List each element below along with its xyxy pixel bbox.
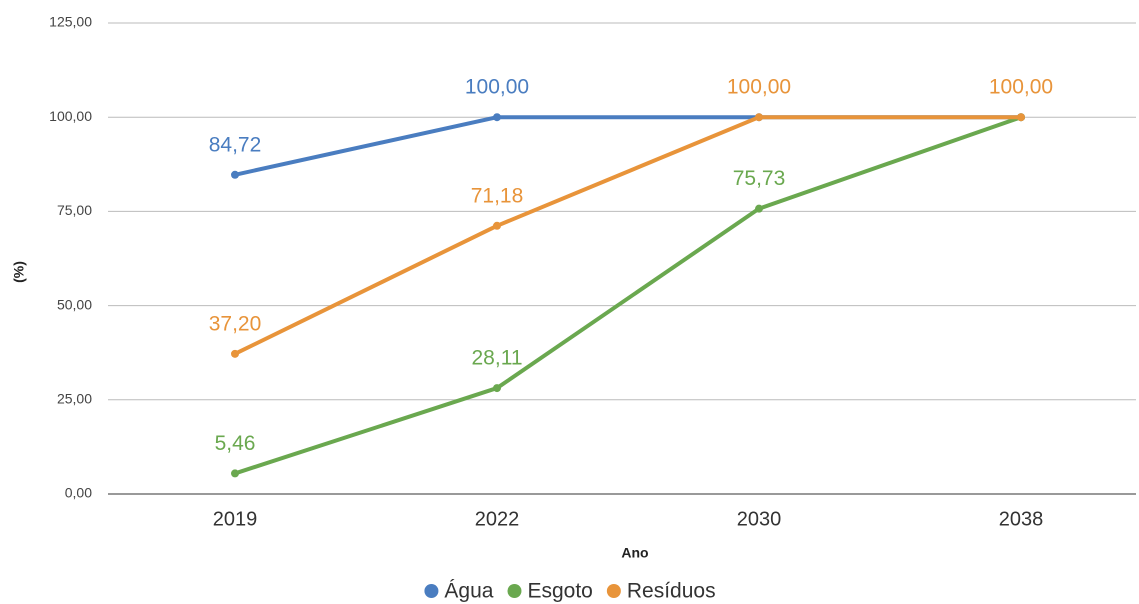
data-label: 5,46: [215, 432, 256, 455]
data-point: [493, 221, 501, 230]
data-label: 100,00: [989, 76, 1053, 99]
data-point: [493, 384, 501, 393]
series-line: [234, 115, 1022, 476]
data-label: 100,00: [465, 76, 529, 99]
legend-marker: [507, 584, 522, 598]
y-tick-label: 25,00: [57, 391, 92, 407]
data-point: [755, 204, 763, 213]
data-label: 75,73: [733, 167, 786, 190]
legend-label: Água: [444, 580, 493, 603]
x-tick-label: 2019: [213, 508, 258, 530]
y-tick-label: 125,00: [49, 14, 92, 30]
data-label: 37,20: [209, 312, 262, 335]
y-tick-label: 50,00: [57, 296, 92, 312]
y-tick-label: 0,00: [65, 485, 92, 501]
legend-label: Resíduos: [627, 580, 716, 603]
data-label: 84,72: [209, 133, 262, 156]
data-point: [493, 113, 501, 122]
data-point: [231, 469, 239, 478]
data-point: [755, 113, 763, 122]
legend-marker: [424, 584, 439, 598]
x-axis-label: Ano: [621, 545, 648, 561]
data-point: [231, 170, 239, 179]
data-label: 28,11: [472, 347, 523, 370]
legend-label: Esgoto: [527, 580, 592, 603]
x-tick-label: 2022: [475, 508, 520, 530]
y-tick-label: 100,00: [49, 108, 92, 124]
y-tick-label: 75,00: [57, 202, 92, 218]
data-label: 71,18: [471, 184, 524, 207]
series-line: [234, 115, 1021, 177]
y-axis-label: (%): [11, 261, 27, 283]
data-label: 100,00: [727, 76, 791, 99]
data-point: [231, 349, 239, 358]
series-line: [234, 115, 1021, 356]
data-point: [1017, 113, 1025, 122]
legend-marker: [606, 584, 621, 598]
x-tick-label: 2030: [737, 508, 782, 530]
x-tick-label: 2038: [999, 508, 1044, 530]
